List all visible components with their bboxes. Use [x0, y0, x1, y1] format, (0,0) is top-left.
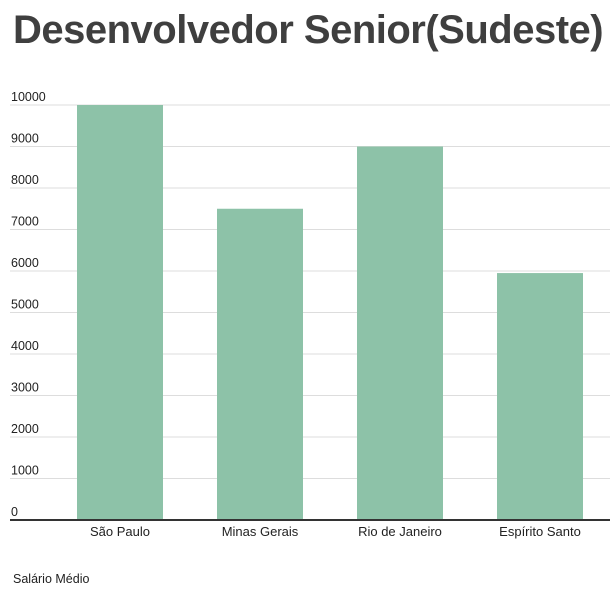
bars — [77, 105, 583, 520]
legend-label: Salário Médio — [13, 572, 90, 586]
y-axis-ticks: 0 1000 2000 3000 4000 5000 6000 7000 8000 9000 100… — [11, 90, 46, 519]
y-tick-label: 5000 — [11, 298, 39, 312]
x-category-label: São Paulo — [90, 524, 150, 539]
y-tick-label: 8000 — [11, 173, 39, 187]
x-category-label: Rio de Janeiro — [358, 524, 442, 539]
y-tick-label: 9000 — [11, 132, 39, 146]
y-tick-label: 2000 — [11, 422, 39, 436]
y-tick-label: 3000 — [11, 381, 39, 395]
y-tick-label: 7000 — [11, 215, 39, 229]
bar — [217, 208, 303, 520]
bar — [497, 273, 583, 520]
y-tick-label: 0 — [11, 505, 18, 519]
chart-title: Desenvolvedor Senior(Sudeste) — [13, 8, 604, 52]
x-category-label: Espírito Santo — [499, 524, 581, 539]
y-tick-label: 6000 — [11, 256, 39, 270]
y-tick-label: 4000 — [11, 339, 39, 353]
y-tick-label: 10000 — [11, 90, 46, 104]
x-axis-categories: São Paulo Minas Gerais Rio de Janeiro Espír… — [90, 524, 581, 539]
y-tick-label: 1000 — [11, 464, 39, 478]
bar — [77, 105, 163, 520]
x-category-label: Minas Gerais — [222, 524, 299, 539]
bar — [357, 146, 443, 520]
